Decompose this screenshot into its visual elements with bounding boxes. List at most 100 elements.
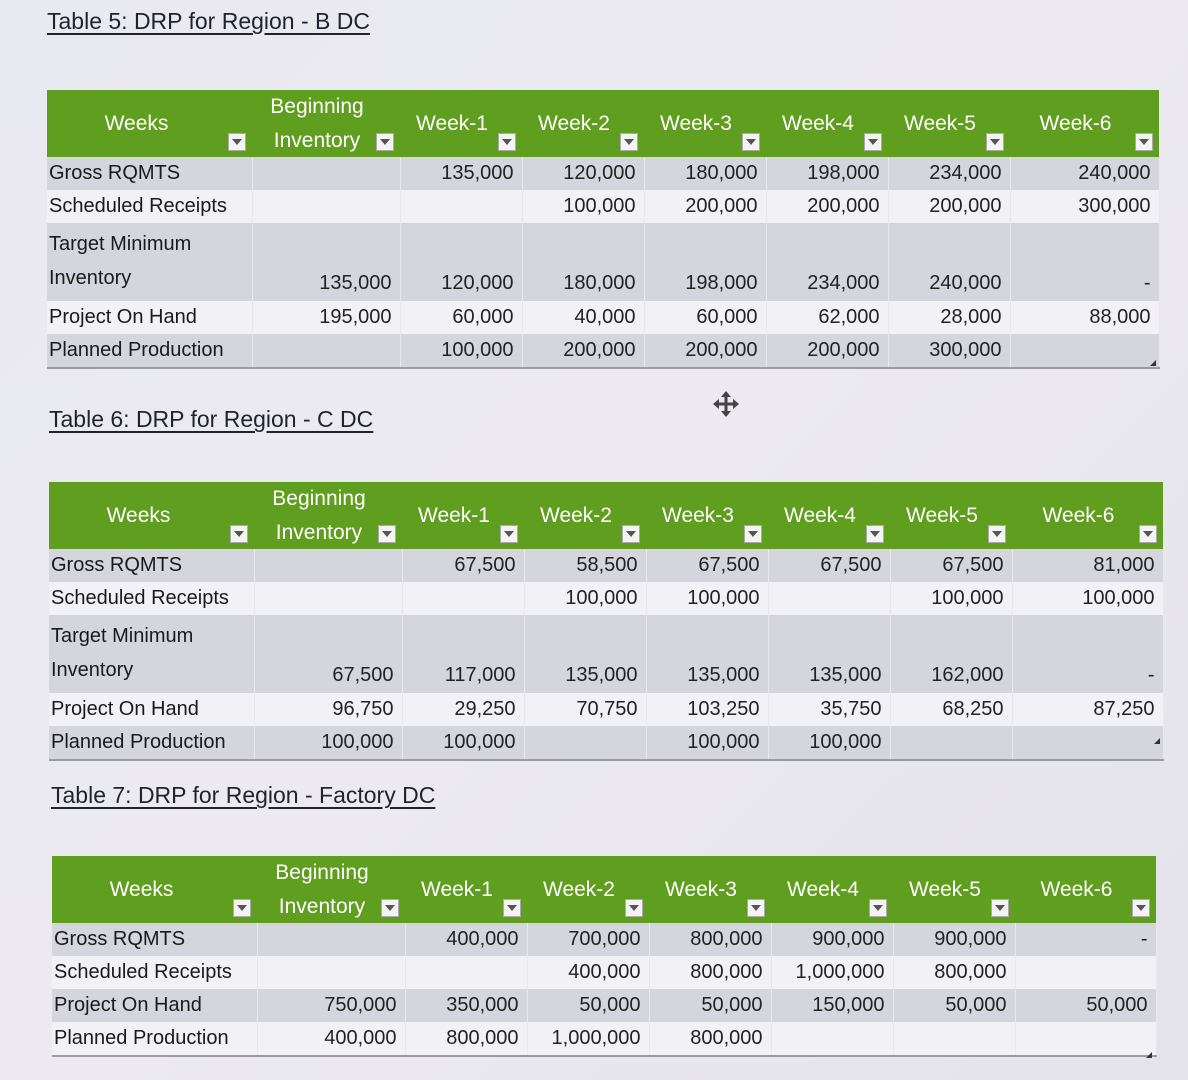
cell[interactable]: 100,000: [400, 334, 523, 370]
cell[interactable]: 400,000: [257, 1022, 406, 1058]
table5-resize-handle[interactable]: [1150, 360, 1156, 366]
filter-dropdown-icon[interactable]: [742, 133, 760, 152]
cell[interactable]: 67,500: [402, 549, 525, 583]
table6-resize-handle[interactable]: [1154, 738, 1160, 744]
cell[interactable]: 200,000: [644, 334, 767, 370]
cell[interactable]: 100,000: [522, 190, 645, 224]
cell[interactable]: 200,000: [766, 334, 889, 370]
cell[interactable]: -: [1012, 615, 1164, 694]
cell[interactable]: [890, 726, 1013, 762]
cell[interactable]: 103,250: [646, 693, 769, 727]
cell[interactable]: [254, 582, 403, 616]
cell[interactable]: 120,000: [400, 223, 523, 302]
cell[interactable]: 60,000: [400, 301, 523, 335]
cell[interactable]: 300,000: [888, 334, 1011, 370]
cell[interactable]: 100,000: [254, 726, 403, 762]
cell[interactable]: [252, 157, 401, 191]
cell[interactable]: 200,000: [644, 190, 767, 224]
cell[interactable]: 240,000: [888, 223, 1011, 302]
row-label[interactable]: Gross RQMTS: [52, 923, 258, 957]
cell[interactable]: 100,000: [646, 726, 769, 762]
cell[interactable]: 800,000: [649, 956, 772, 990]
filter-dropdown-icon[interactable]: [747, 899, 765, 918]
cell[interactable]: 240,000: [1010, 157, 1160, 191]
row-label[interactable]: Target Minimum Inventory: [47, 223, 253, 302]
cell[interactable]: 800,000: [649, 923, 772, 957]
filter-dropdown-icon[interactable]: [1132, 899, 1150, 918]
cell[interactable]: 135,000: [646, 615, 769, 694]
cell[interactable]: 67,500: [254, 615, 403, 694]
cell[interactable]: 135,000: [524, 615, 647, 694]
cell[interactable]: 60,000: [644, 301, 767, 335]
filter-dropdown-icon[interactable]: [866, 525, 884, 544]
cell[interactable]: 400,000: [405, 923, 528, 957]
cell[interactable]: 100,000: [1012, 582, 1164, 616]
cell[interactable]: [1012, 726, 1164, 762]
cell[interactable]: -: [1010, 223, 1160, 302]
cell[interactable]: 62,000: [766, 301, 889, 335]
cell[interactable]: 150,000: [771, 989, 894, 1023]
cell[interactable]: 750,000: [257, 989, 406, 1023]
cell[interactable]: [1010, 334, 1160, 370]
cell[interactable]: [771, 1022, 894, 1058]
cell[interactable]: 180,000: [644, 157, 767, 191]
cell[interactable]: [768, 582, 891, 616]
cell[interactable]: [254, 549, 403, 583]
filter-dropdown-icon[interactable]: [498, 133, 516, 152]
filter-dropdown-icon[interactable]: [376, 133, 394, 152]
row-label[interactable]: Planned Production: [52, 1022, 258, 1058]
cell[interactable]: [252, 190, 401, 224]
move-icon[interactable]: [712, 390, 740, 418]
cell[interactable]: 900,000: [893, 923, 1016, 957]
cell[interactable]: 195,000: [252, 301, 401, 335]
cell[interactable]: 88,000: [1010, 301, 1160, 335]
table7-resize-handle[interactable]: [1146, 1052, 1152, 1058]
cell[interactable]: 234,000: [766, 223, 889, 302]
cell[interactable]: 400,000: [527, 956, 650, 990]
filter-dropdown-icon[interactable]: [228, 133, 246, 152]
cell[interactable]: 135,000: [768, 615, 891, 694]
cell[interactable]: 35,750: [768, 693, 891, 727]
filter-dropdown-icon[interactable]: [744, 525, 762, 544]
filter-dropdown-icon[interactable]: [991, 899, 1009, 918]
filter-dropdown-icon[interactable]: [500, 525, 518, 544]
cell[interactable]: 162,000: [890, 615, 1013, 694]
filter-dropdown-icon[interactable]: [378, 525, 396, 544]
cell[interactable]: 67,500: [890, 549, 1013, 583]
cell[interactable]: 50,000: [1015, 989, 1157, 1023]
row-label[interactable]: Project On Hand: [52, 989, 258, 1023]
cell[interactable]: 100,000: [890, 582, 1013, 616]
cell[interactable]: 58,500: [524, 549, 647, 583]
filter-dropdown-icon[interactable]: [622, 525, 640, 544]
cell[interactable]: 200,000: [888, 190, 1011, 224]
filter-dropdown-icon[interactable]: [625, 899, 643, 918]
cell[interactable]: [400, 190, 523, 224]
cell[interactable]: 800,000: [405, 1022, 528, 1058]
cell[interactable]: 1,000,000: [527, 1022, 650, 1058]
cell[interactable]: 700,000: [527, 923, 650, 957]
cell[interactable]: 200,000: [522, 334, 645, 370]
cell[interactable]: 29,250: [402, 693, 525, 727]
row-label[interactable]: Scheduled Receipts: [49, 582, 255, 616]
filter-dropdown-icon[interactable]: [986, 133, 1004, 152]
cell[interactable]: 198,000: [766, 157, 889, 191]
filter-dropdown-icon[interactable]: [1139, 525, 1157, 544]
cell[interactable]: 234,000: [888, 157, 1011, 191]
cell[interactable]: 50,000: [649, 989, 772, 1023]
cell[interactable]: 68,250: [890, 693, 1013, 727]
cell[interactable]: [1015, 1022, 1157, 1058]
filter-dropdown-icon[interactable]: [620, 133, 638, 152]
cell[interactable]: [252, 334, 401, 370]
cell[interactable]: 135,000: [400, 157, 523, 191]
filter-dropdown-icon[interactable]: [233, 899, 251, 918]
cell[interactable]: [402, 582, 525, 616]
cell[interactable]: 800,000: [893, 956, 1016, 990]
filter-dropdown-icon[interactable]: [1135, 133, 1153, 152]
cell[interactable]: 180,000: [522, 223, 645, 302]
row-label[interactable]: Target Minimum Inventory: [49, 615, 255, 694]
cell[interactable]: [893, 1022, 1016, 1058]
filter-dropdown-icon[interactable]: [864, 133, 882, 152]
row-label[interactable]: Planned Production: [47, 334, 253, 370]
cell[interactable]: 40,000: [522, 301, 645, 335]
row-label[interactable]: Project On Hand: [49, 693, 255, 727]
